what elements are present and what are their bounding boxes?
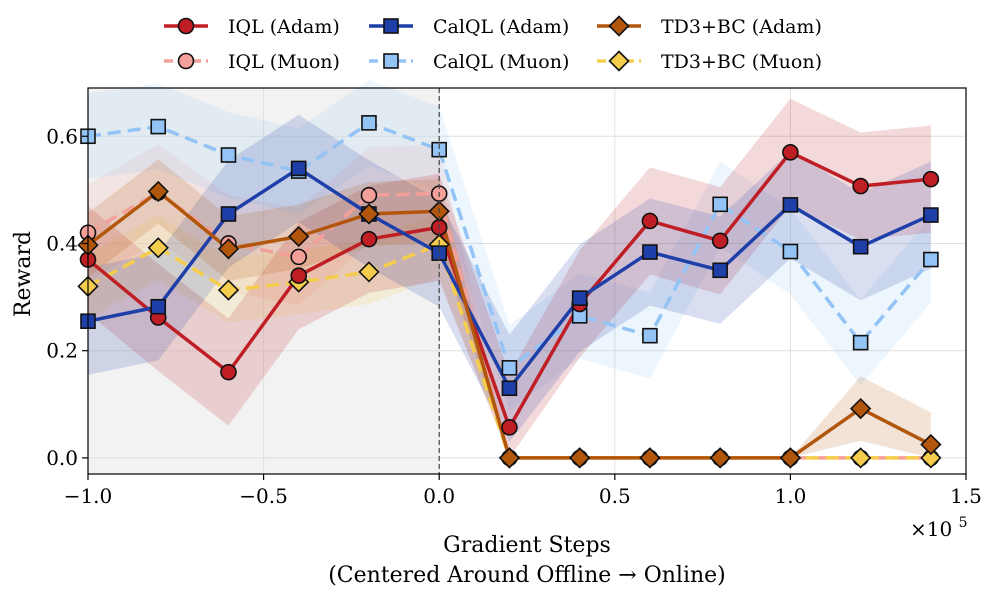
data-point-CalQL (Muon) (361, 115, 377, 131)
x-axis-subtitle: (Centered Around Offline → Online) (328, 563, 726, 588)
data-point-TD3+BC (Muon) (358, 261, 380, 283)
data-point-CalQL (Adam) (150, 298, 167, 315)
data-point-TD3+BC (Adam) (709, 447, 731, 469)
data-point-CalQL (Muon) (220, 147, 237, 163)
data-point-IQL (Adam) (220, 363, 237, 381)
data-point-TD3+BC (Muon) (147, 237, 169, 259)
data-point-CalQL (Adam) (501, 380, 518, 397)
data-point-IQL (Adam) (782, 144, 799, 161)
plot-frame (87, 87, 967, 475)
data-point-TD3+BC (Adam) (288, 225, 310, 248)
data-point-CalQL (Adam) (712, 262, 728, 279)
data-point-CalQL (Muon) (852, 334, 869, 351)
band-IQL (Muon) (88, 144, 931, 458)
y-tick-label: 0.4 (46, 231, 78, 255)
x-tick-label: 0.0 (423, 484, 455, 508)
legend-label: IQL (Adam) (228, 16, 340, 38)
data-point-TD3+BC (Muon) (217, 279, 240, 301)
data-point-IQL (Adam) (641, 212, 659, 230)
data-point-IQL (Adam) (922, 170, 940, 188)
data-point-CalQL (Muon) (501, 360, 518, 376)
data-point-CalQL (Adam) (852, 238, 869, 255)
x-tick-label: 0.5 (599, 484, 631, 508)
legend-marker (383, 18, 399, 34)
data-point-CalQL (Muon) (923, 251, 939, 268)
x-axis-multiplier: ×10 5 (910, 515, 968, 541)
data-point-CalQL (Adam) (290, 160, 307, 177)
x-tick-label: 1.0 (774, 484, 806, 508)
data-point-TD3+BC (Adam) (569, 447, 591, 469)
legend-marker (383, 53, 399, 69)
y-axis-title: Reward (11, 231, 36, 317)
data-point-IQL (Adam) (711, 232, 729, 250)
y-tick-label: 0.0 (46, 446, 78, 470)
x-tick-label: −1.0 (64, 484, 113, 508)
legend-marker (608, 15, 630, 37)
x-tick-label: −0.5 (239, 484, 288, 508)
x-multiplier-exp: 5 (959, 515, 968, 531)
data-point-TD3+BC (Muon) (850, 447, 872, 469)
data-point-CalQL (Adam) (220, 206, 237, 222)
y-tick-label: 0.2 (46, 339, 78, 363)
data-point-CalQL (Muon) (642, 327, 658, 344)
legend-marker (177, 17, 195, 35)
legend-label: IQL (Muon) (228, 51, 340, 73)
axis-ticks: −1.0 −0.5 0.0 0.5 1.0 1.5 0.0 0.2 0.4 0.6 (46, 124, 982, 508)
x-axis-title: Gradient Steps (443, 533, 611, 558)
band-CalQL (Adam) (88, 114, 931, 442)
data-point-TD3+BC (Adam) (850, 397, 872, 420)
series-markers (77, 115, 942, 469)
data-point-IQL (Muon) (290, 248, 308, 266)
plot-border (87, 87, 967, 475)
legend-label: TD3+BC (Adam) (661, 16, 822, 38)
data-point-TD3+BC (Adam) (639, 447, 661, 469)
data-point-IQL (Adam) (360, 230, 378, 248)
data-point-TD3+BC (Muon) (920, 447, 942, 469)
data-point-IQL (Adam) (501, 419, 518, 436)
y-tick-label: 0.6 (46, 124, 78, 148)
data-point-CalQL (Adam) (923, 207, 939, 223)
data-point-CalQL (Adam) (782, 197, 799, 213)
legend-label: CalQL (Adam) (433, 16, 569, 38)
legend-label: CalQL (Muon) (433, 51, 569, 73)
data-point-TD3+BC (Adam) (920, 433, 942, 456)
data-point-CalQL (Muon) (782, 243, 799, 260)
data-point-CalQL (Adam) (571, 290, 588, 306)
data-point-IQL (Adam) (290, 267, 308, 284)
legend: IQL (Adam) CalQL (Adam) TD3+BC (Adam) IQL (… (164, 15, 822, 73)
legend-marker (608, 50, 630, 72)
data-point-TD3+BC (Adam) (498, 447, 521, 469)
data-point-IQL (Adam) (852, 177, 869, 195)
band-IQL (Adam) (88, 98, 931, 458)
data-point-CalQL (Muon) (150, 118, 167, 135)
legend-marker (177, 52, 195, 70)
data-point-TD3+BC (Adam) (358, 203, 380, 225)
data-point-TD3+BC (Adam) (147, 180, 169, 203)
data-point-CalQL (Muon) (712, 196, 728, 213)
x-multiplier-base: ×10 (910, 517, 952, 541)
data-point-CalQL (Adam) (642, 244, 658, 260)
x-tick-label: 1.5 (950, 484, 982, 508)
legend-label: TD3+BC (Muon) (661, 51, 822, 73)
data-point-TD3+BC (Adam) (217, 238, 240, 260)
data-point-TD3+BC (Adam) (779, 447, 802, 469)
data-point-IQL (Muon) (360, 186, 378, 204)
